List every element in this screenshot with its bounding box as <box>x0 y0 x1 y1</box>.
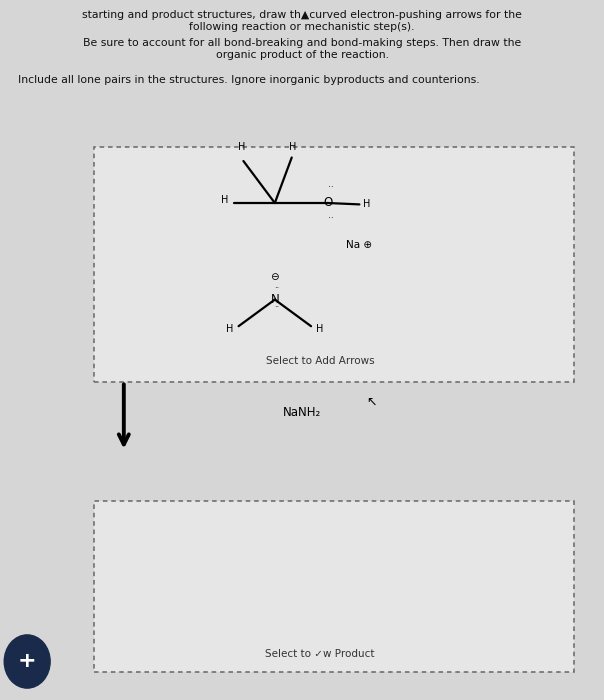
Text: Be sure to account for all bond-breaking and bond-making steps. Then draw the
or: Be sure to account for all bond-breaking… <box>83 38 521 60</box>
Text: H: H <box>221 195 228 205</box>
Text: H: H <box>316 324 323 334</box>
Text: H: H <box>363 199 370 209</box>
Text: H: H <box>238 142 245 152</box>
Text: ··: ·· <box>327 183 333 192</box>
Text: NaNH₂: NaNH₂ <box>283 407 321 419</box>
Text: Include all lone pairs in the structures. Ignore inorganic byproducts and counte: Include all lone pairs in the structures… <box>18 75 480 85</box>
Text: Select to ✓w Product: Select to ✓w Product <box>265 650 375 659</box>
Text: H: H <box>226 324 234 334</box>
FancyBboxPatch shape <box>94 147 574 382</box>
Text: O: O <box>323 197 333 209</box>
Text: ··: ·· <box>274 285 279 293</box>
Text: ··: ·· <box>327 214 333 223</box>
Text: Na ⊕: Na ⊕ <box>346 240 373 250</box>
FancyBboxPatch shape <box>94 500 574 672</box>
Text: H: H <box>289 142 297 152</box>
Text: Select to Add Arrows: Select to Add Arrows <box>266 356 374 366</box>
Text: starting and product structures, draw th▲curved electron-pushing arrows for the
: starting and product structures, draw th… <box>82 10 522 32</box>
Circle shape <box>4 635 50 688</box>
Text: N: N <box>271 293 279 306</box>
Text: ⊖: ⊖ <box>271 272 279 282</box>
Text: +: + <box>18 651 36 671</box>
Text: ↖: ↖ <box>366 396 377 409</box>
Text: ··: ·· <box>274 304 279 312</box>
